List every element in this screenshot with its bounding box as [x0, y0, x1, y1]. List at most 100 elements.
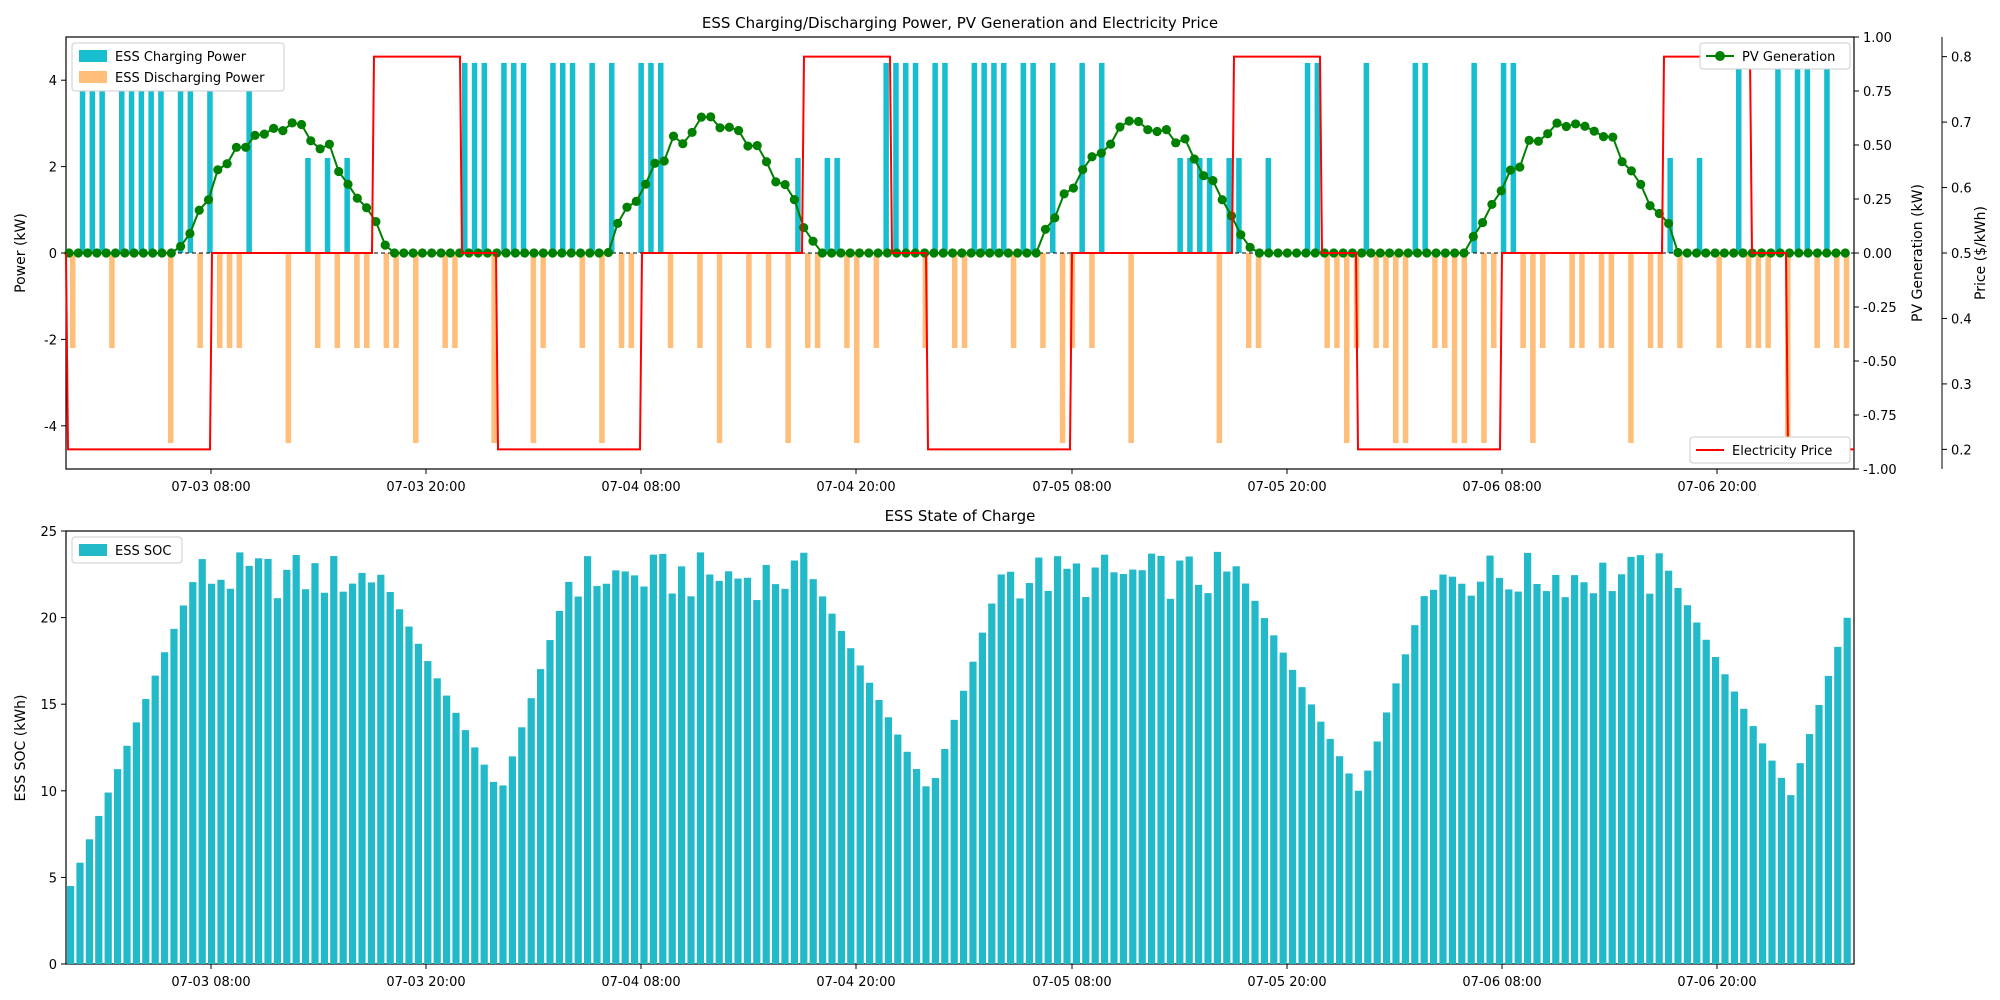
bottom-x-tick-label: 07-06 08:00 [1462, 975, 1541, 990]
pv-point [1645, 201, 1655, 211]
charge-bar [481, 62, 488, 253]
pv-point [1505, 165, 1516, 175]
bottom-legend: ESS SOC [71, 536, 183, 564]
soc-bar [1035, 557, 1043, 964]
soc-bar [461, 730, 469, 964]
pv-point [92, 248, 102, 258]
bottom-chart-title: ESS State of Charge [885, 507, 1036, 525]
bottom-x-tick-label: 07-06 20:00 [1677, 975, 1756, 990]
legend-upper-right: PV Generation [1699, 42, 1851, 70]
soc-bar [377, 574, 385, 964]
pv-point [427, 248, 437, 258]
discharge-bar [1716, 253, 1722, 349]
pv-point [1273, 248, 1283, 258]
pv-point [1161, 125, 1171, 135]
pv-point [166, 248, 176, 258]
bottom-y-tick-label: 20 [40, 612, 57, 627]
soc-bar [273, 598, 281, 964]
discharge-bar [922, 253, 929, 349]
pv-point [557, 248, 567, 258]
discharge-bar [618, 253, 625, 349]
charge-bar [246, 62, 252, 253]
soc-bar [621, 571, 629, 964]
charge-bar [1422, 62, 1428, 253]
charge-bar [834, 157, 840, 253]
soc-bar [1702, 639, 1710, 964]
pv-point [882, 248, 893, 258]
pv-point [548, 248, 558, 258]
soc-bar [1693, 622, 1701, 964]
discharge-bar [814, 253, 821, 349]
pv-point [1059, 189, 1069, 199]
soc-bar [1674, 587, 1682, 964]
charge-bar [795, 157, 801, 253]
pv-point [1422, 248, 1432, 258]
pv-point [1831, 248, 1841, 258]
legend-discharge-label: ESS Discharging Power [115, 71, 265, 86]
charge-bar [1775, 62, 1781, 253]
discharge-bar [785, 253, 791, 444]
pv-point [1208, 176, 1218, 186]
pv-point [1292, 248, 1302, 258]
soc-bar [123, 745, 131, 964]
discharge-bar [1628, 253, 1634, 444]
charge-bar [1226, 157, 1232, 253]
soc-bar [1759, 743, 1767, 964]
pv-point [1180, 134, 1190, 144]
pv-point [827, 248, 837, 258]
soc-bar [1157, 555, 1165, 964]
soc-bar [1683, 605, 1691, 964]
pv-point [101, 248, 111, 258]
soc-bar [1401, 654, 1409, 964]
soc-bar [828, 613, 836, 964]
bottom-y-tick-label: 10 [40, 785, 57, 800]
pv-point [631, 196, 641, 206]
bottom-y-tick-label: 25 [40, 525, 57, 540]
charge-bar [1804, 62, 1811, 253]
discharge-bar [1677, 253, 1683, 349]
discharge-bar [334, 253, 341, 349]
discharge-bar [1569, 253, 1575, 349]
soc-bar [1589, 593, 1597, 964]
discharge-bar [491, 253, 497, 444]
pv-point [306, 136, 316, 146]
pv-point [203, 195, 214, 205]
bottom-x-tick-label: 07-05 20:00 [1247, 975, 1326, 990]
top-right-y-tick-label: 0.25 [1863, 193, 1892, 208]
soc-bar [1279, 652, 1287, 964]
soc-bar [414, 643, 422, 964]
charge-bar [1079, 62, 1085, 253]
charge-bar [1500, 62, 1507, 253]
top-x-tick-label: 07-05 08:00 [1032, 480, 1111, 495]
discharge-bar [1059, 253, 1066, 444]
discharge-bar [1324, 253, 1330, 349]
soc-bar [696, 552, 704, 964]
pv-point [1412, 248, 1423, 258]
soc-bar [170, 628, 178, 964]
top-y-tick-label: -4 [44, 420, 57, 435]
discharge-bar [354, 253, 360, 349]
discharge-bar [1579, 253, 1585, 349]
soc-bar [1383, 712, 1391, 964]
soc-bar [1307, 704, 1315, 964]
top-right-y-tick-label: -0.50 [1863, 355, 1897, 370]
pv-point [799, 223, 809, 233]
bottom-x-tick-label: 07-04 20:00 [816, 975, 895, 990]
discharge-bar [697, 253, 703, 349]
discharge-bar [530, 253, 537, 444]
pv-point [845, 248, 855, 258]
soc-bar [772, 584, 780, 964]
soc-bar [1430, 589, 1438, 964]
pv-point [1124, 116, 1134, 126]
charge-bar [1020, 62, 1027, 253]
charge-bar [1510, 62, 1517, 253]
discharge-bar [952, 253, 958, 349]
bottom-chart: ESS State of Charge 0 5 10 15 20 25 07-03 08:… [13, 507, 1855, 990]
soc-bar [189, 582, 197, 964]
soc-bar [903, 751, 911, 964]
soc-bar [687, 596, 695, 964]
charge-bar [1314, 62, 1321, 253]
pv-point [1664, 218, 1674, 229]
top-x-ticks: 07-03 08:00 07-03 20:00 07-04 08:00 07-04 2… [171, 469, 1757, 495]
